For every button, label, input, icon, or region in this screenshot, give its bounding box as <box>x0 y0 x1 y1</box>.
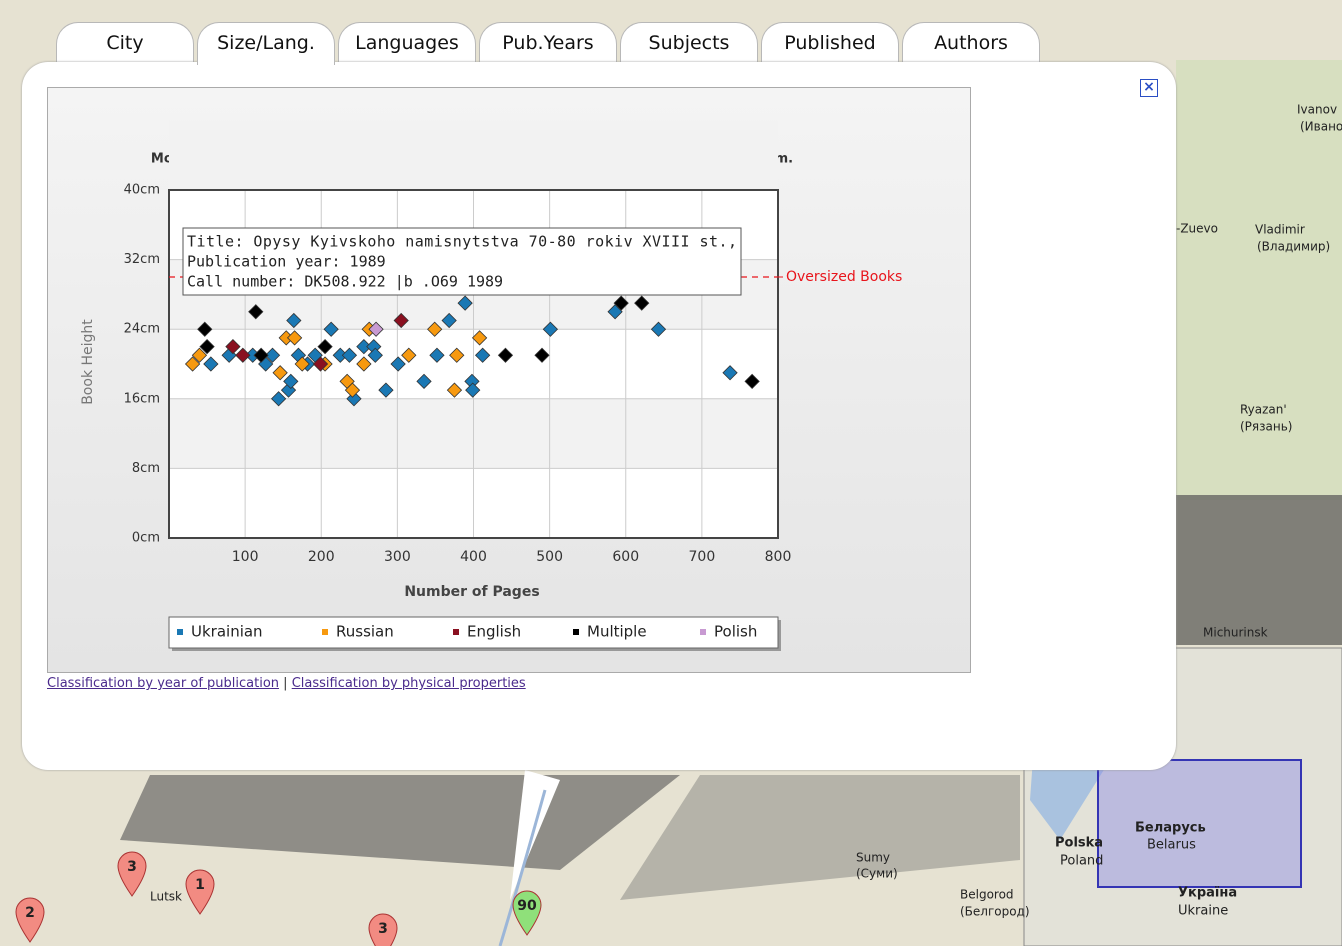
map-label: Україна <box>1178 886 1237 901</box>
tab[interactable]: Pub.Years <box>479 22 617 63</box>
tab[interactable]: Size/Lang. <box>197 22 335 65</box>
link[interactable]: Classification by physical properties <box>292 676 526 691</box>
map-label: Ivanov <box>1297 103 1337 117</box>
map-label: (Суми) <box>856 867 898 881</box>
separator: | <box>283 676 287 691</box>
chart-panel <box>47 87 971 673</box>
map-label: Belarus <box>1147 838 1196 853</box>
map-shadow <box>1176 495 1342 645</box>
marker-label: 1 <box>195 877 205 893</box>
map-label: Lutsk <box>150 890 182 904</box>
map-label: Polska <box>1055 836 1103 851</box>
map-label: Poland <box>1060 854 1103 869</box>
close-button[interactable]: × <box>1140 79 1158 97</box>
page: Ivanov (Ивано Vladimir (Владимир) -Zuevo Ryaz… <box>0 0 1342 946</box>
tab[interactable]: Published <box>761 22 899 63</box>
map-label: (Владимир) <box>1257 240 1330 254</box>
tab[interactable]: Languages <box>338 22 476 63</box>
map-label: Belgorod <box>960 888 1014 902</box>
tab[interactable]: Authors <box>902 22 1040 63</box>
link[interactable]: Classification by year of publication <box>47 676 279 691</box>
map-label: (Рязань) <box>1240 420 1292 434</box>
map-label: Vladimir <box>1255 223 1305 237</box>
map-label: -Zuevo <box>1176 222 1218 236</box>
marker-label: 90 <box>517 898 537 914</box>
map-label: Беларусь <box>1135 821 1206 836</box>
marker-label: 3 <box>127 859 137 875</box>
map-label: Ryazan' <box>1240 403 1287 417</box>
tab[interactable]: Subjects <box>620 22 758 63</box>
marker-label: 2 <box>25 905 35 921</box>
map-label: Ukraine <box>1178 904 1228 919</box>
link-row: Classification by year of publication | … <box>47 676 526 691</box>
map-label: Sumy <box>856 851 890 865</box>
map-label: Michurinsk <box>1203 626 1268 640</box>
map-label: (Ивано <box>1300 120 1342 134</box>
marker-label: 3 <box>378 921 388 937</box>
map-label: (Белгород) <box>960 905 1030 919</box>
tab[interactable]: City <box>56 22 194 63</box>
